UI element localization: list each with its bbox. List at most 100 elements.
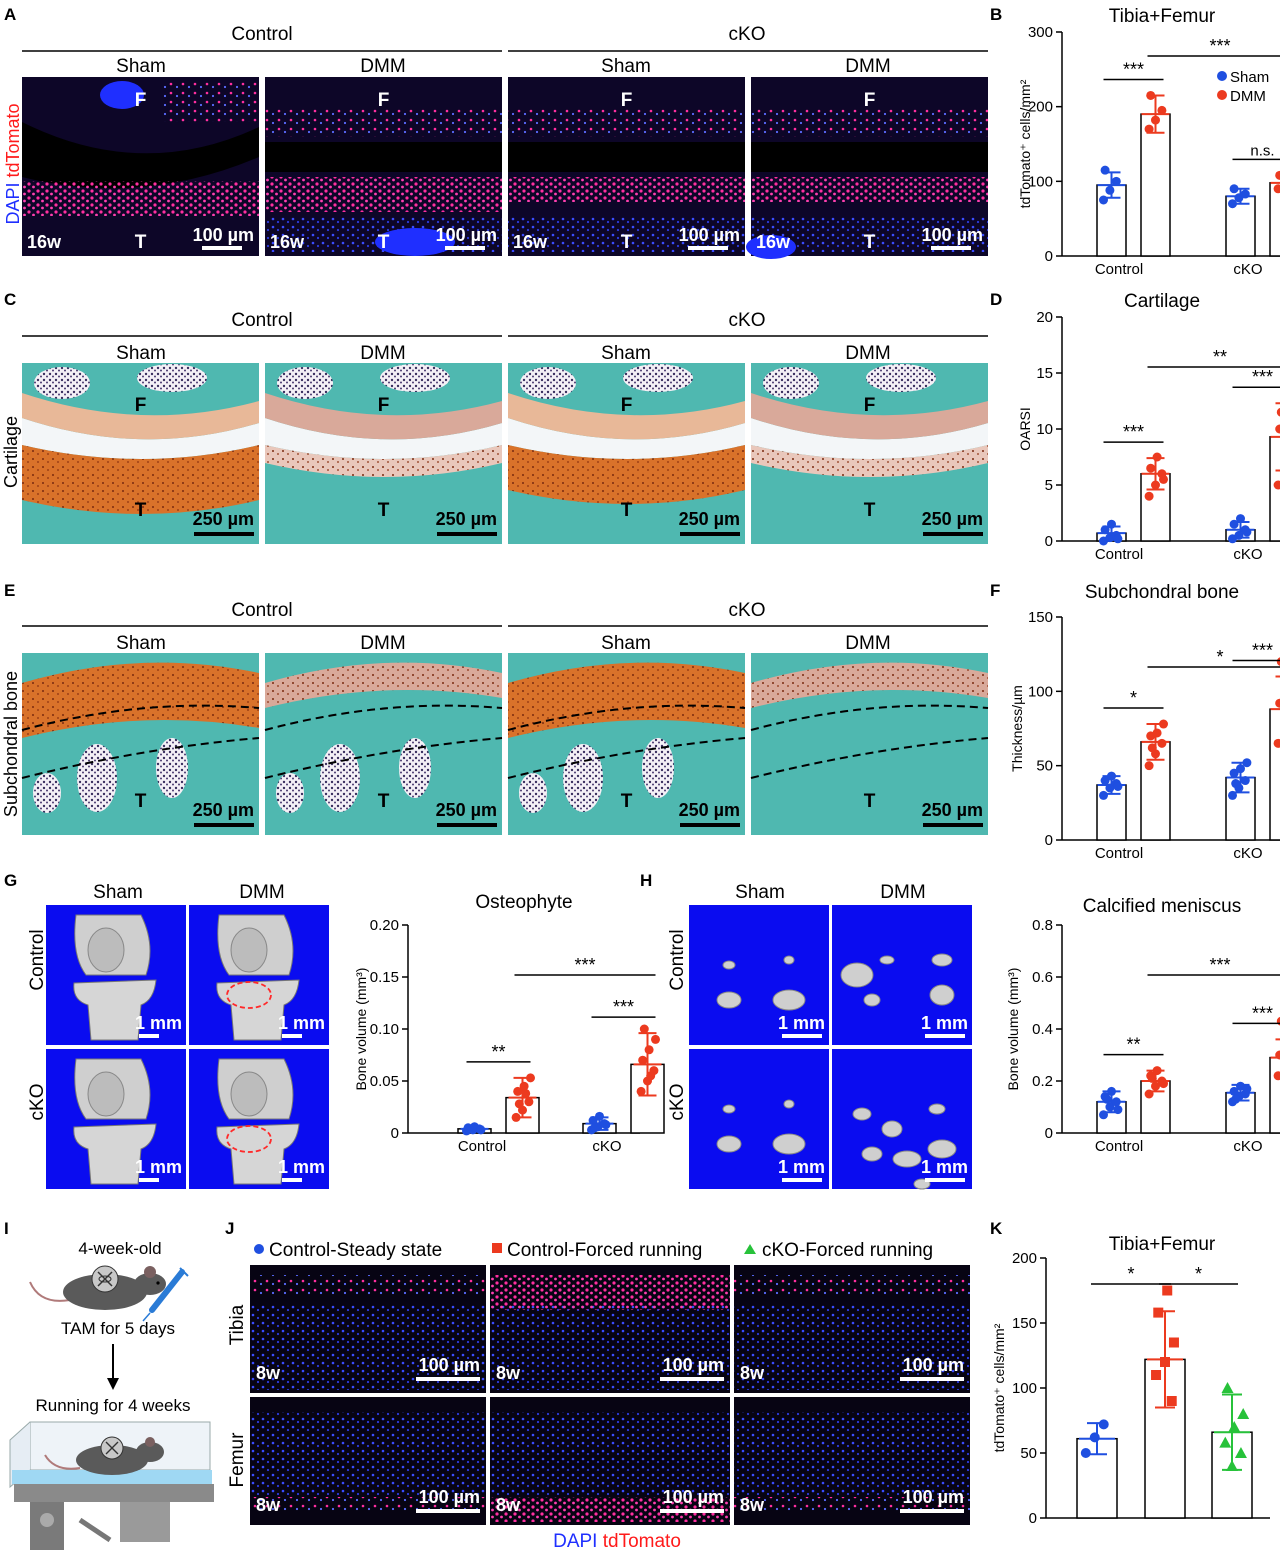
x-tick-label: cKO — [1233, 261, 1262, 278]
tdtomato-label: tdTomato — [3, 103, 23, 177]
data-point — [1100, 776, 1110, 786]
row-label: Tibia — [227, 1304, 248, 1345]
data-point — [1228, 1421, 1241, 1432]
x-tick-label: Control — [1095, 845, 1143, 862]
data-point — [1100, 165, 1110, 175]
label-f: F — [621, 90, 633, 111]
data-point — [1242, 527, 1252, 537]
marrow-space — [399, 738, 431, 798]
data-point — [1273, 480, 1280, 490]
row-label: Control — [667, 929, 688, 990]
y-axis-label: Bone volume (mm³) — [353, 968, 369, 1091]
data-point — [1151, 115, 1160, 125]
data-point — [638, 1055, 648, 1065]
data-point — [1113, 1105, 1123, 1115]
scale-bar-label: 100 µm — [419, 1487, 480, 1507]
data-point — [1099, 1110, 1108, 1120]
scale-bar-label: 250 µm — [436, 509, 497, 529]
chondrocytes — [265, 662, 502, 708]
data-point — [1159, 474, 1168, 484]
data-point — [1144, 761, 1154, 771]
legend-marker — [1217, 90, 1227, 100]
chart-B: B Tibia+Femur 0 100 200 300 tdTomato⁺ cells/mm… — [990, 5, 1280, 278]
x-tick-label: cKO — [1233, 1138, 1262, 1155]
data-point — [1146, 90, 1156, 100]
data-point — [644, 1045, 654, 1055]
marrow-space — [380, 364, 450, 392]
chondrocytes — [508, 445, 745, 504]
marrow-space — [866, 364, 936, 392]
significance-label: *** — [1209, 36, 1230, 56]
scale-bar-label: 250 µm — [922, 509, 983, 529]
x-tick-label: Control — [1095, 546, 1143, 563]
marrow-space — [156, 738, 188, 798]
bar — [1269, 708, 1280, 841]
meniscus-fragment — [931, 953, 953, 967]
significance-label: * — [1195, 1264, 1202, 1284]
meniscus-fragment — [722, 960, 736, 970]
micro-ct-image: 1 mm — [46, 905, 186, 1045]
meniscus-fragment — [716, 991, 742, 1009]
femoral-cartilage — [508, 393, 745, 440]
scale-bar — [925, 1034, 965, 1038]
data-point — [1236, 764, 1245, 774]
meniscus-fragment — [852, 1107, 872, 1121]
scale-bar — [660, 1377, 724, 1381]
chart-title: Calcified meniscus — [1083, 896, 1241, 917]
panel-letter: A — [4, 5, 16, 24]
column-label: Sham — [93, 882, 143, 903]
scale-bar-label: 100 µm — [922, 225, 983, 245]
age-label: 8w — [496, 1363, 521, 1383]
panel-letter: C — [4, 290, 16, 309]
scale-bar-label: 250 µm — [922, 800, 983, 820]
histology-image: T 250 µm — [507, 653, 746, 835]
scale-bar — [931, 246, 971, 250]
data-point — [646, 1071, 656, 1081]
patella — [230, 1071, 268, 1117]
osteophyte-outline — [226, 1125, 272, 1153]
dapi-label: DAPI — [3, 183, 23, 225]
y-tick-label: 200 — [1028, 99, 1053, 116]
nuclei-layer — [250, 1305, 486, 1390]
nuclei-layer — [250, 1412, 486, 1497]
panel-h: H Sham DMM Control cKO 1 mm 1 mm 1 mm 1 mm — [640, 871, 972, 1190]
y-axis-label: tdTomato⁺ cells/mm² — [1017, 79, 1033, 208]
data-point — [1236, 514, 1245, 524]
label-t: T — [864, 232, 876, 253]
data-point — [511, 1112, 521, 1122]
group-label-control: Control — [231, 600, 292, 621]
joint-space — [751, 142, 988, 172]
data-point — [1275, 170, 1280, 180]
y-tick-label: 0 — [1045, 248, 1053, 265]
label-t: T — [135, 791, 147, 812]
y-tick-label: 100 — [1012, 1380, 1037, 1397]
y-tick-label: 50 — [1036, 758, 1053, 775]
meniscus-fragment — [863, 993, 881, 1007]
patella — [87, 1071, 125, 1117]
column-label: Sham — [116, 343, 166, 364]
chart-title: Tibia+Femur — [1109, 6, 1216, 27]
data-point — [1229, 768, 1239, 778]
chondrocyte-layer — [265, 107, 502, 137]
data-point — [476, 1125, 486, 1135]
data-point — [524, 1097, 534, 1107]
scale-bar-label: 1 mm — [778, 1013, 825, 1033]
scale-bar — [680, 823, 740, 827]
label-t: T — [378, 791, 390, 812]
data-point — [1099, 195, 1108, 205]
significance-label: *** — [1252, 640, 1273, 660]
column-label: Sham — [601, 633, 651, 654]
meniscus-fragment — [881, 1120, 903, 1138]
column-label: Sham — [601, 343, 651, 364]
scale-bar — [445, 246, 485, 250]
boundary-line — [750, 704, 989, 731]
joint-space — [265, 142, 502, 172]
label-f: F — [135, 395, 147, 416]
patella — [87, 927, 125, 973]
column-label: Sham — [116, 56, 166, 77]
legend-marker-square — [492, 1243, 502, 1253]
data-point — [1144, 1089, 1154, 1099]
chondrocyte-layer — [162, 82, 257, 122]
y-tick-label: 0.4 — [1032, 1021, 1053, 1038]
data-point — [1166, 1396, 1177, 1406]
